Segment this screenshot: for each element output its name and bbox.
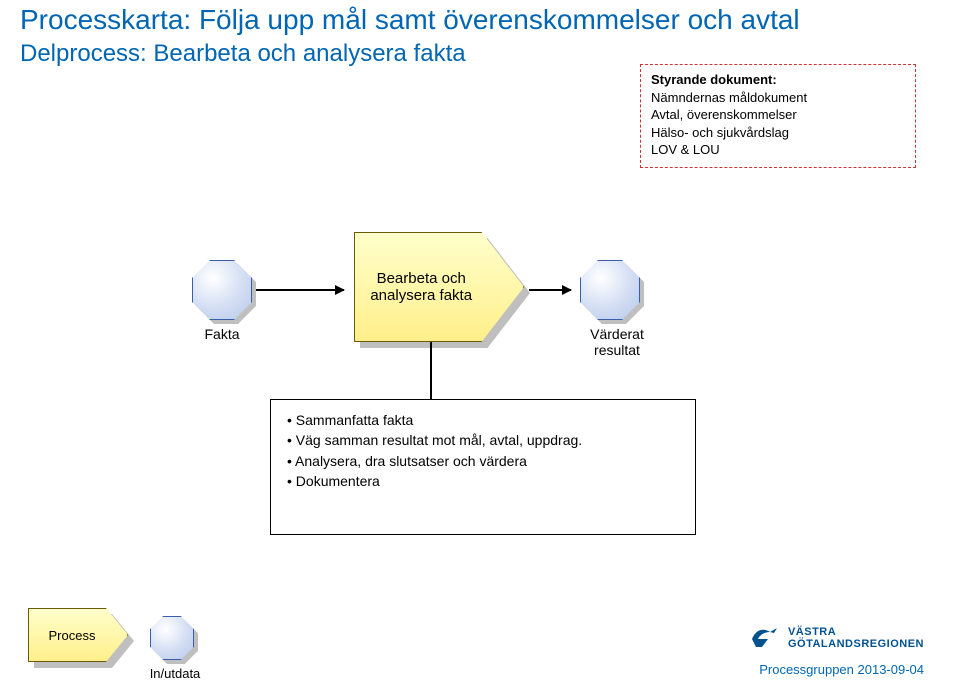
governing-documents-box: Styrande dokument: Nämndernas måldokumen… (640, 64, 916, 168)
activity-notes-box: Sammanfatta fakta Väg samman resultat mo… (270, 399, 696, 535)
output-node-label: Värderat resultat (572, 326, 662, 358)
governing-documents-header: Styrande dokument: (651, 71, 905, 89)
governing-documents-line: LOV & LOU (651, 141, 905, 159)
arrow-input-to-process (256, 289, 344, 291)
activity-note-item: Sammanfatta fakta (287, 410, 683, 430)
legend-process-shape: Process (28, 608, 128, 662)
crane-icon (750, 625, 780, 651)
activity-note-item: Väg samman resultat mot mål, avtal, uppd… (287, 430, 683, 450)
process-node: Bearbeta och analysera fakta (354, 232, 524, 342)
governing-documents-line: Hälso- och sjukvårdslag (651, 124, 905, 142)
connector-to-notes (430, 342, 432, 399)
arrow-process-to-output (529, 289, 571, 291)
input-node-label: Fakta (192, 326, 252, 342)
activity-note-item: Analysera, dra slutsatser och värdera (287, 451, 683, 471)
activity-note-item: Dokumentera (287, 471, 683, 491)
legend-io-label: In/utdata (130, 666, 220, 681)
legend-io-shape (150, 616, 194, 660)
output-node (580, 260, 640, 320)
input-node (192, 260, 252, 320)
legend-process-label: Process (28, 608, 116, 662)
governing-documents-line: Avtal, överenskommelser (651, 106, 905, 124)
vgr-logo: VÄSTRA GÖTALANDSREGIONEN (750, 625, 924, 651)
governing-documents-line: Nämndernas måldokument (651, 89, 905, 107)
page-title: Processkarta: Följa upp mål samt överens… (20, 4, 800, 36)
process-node-label: Bearbeta och analysera fakta (354, 232, 488, 342)
footer-text: Processgruppen 2013-09-04 (759, 662, 924, 677)
page-subtitle: Delprocess: Bearbeta och analysera fakta (20, 40, 466, 68)
